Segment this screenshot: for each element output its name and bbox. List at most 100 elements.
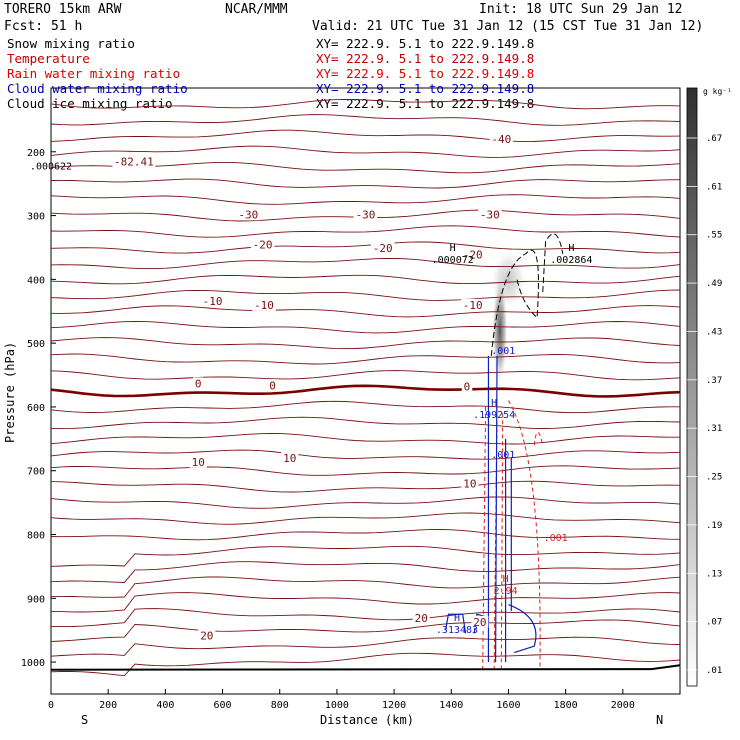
field-temperature-xy: XY= 222.9. 5.1 to 222.9.149.8 — [316, 51, 534, 66]
cloud-ice-contours — [490, 233, 564, 356]
temperature-label-bg — [281, 451, 299, 464]
extremum-value: .199254 — [473, 410, 515, 421]
temperature-isotherm — [50, 561, 681, 583]
temperature-isotherm — [50, 353, 681, 365]
temperature-label-bg — [460, 248, 485, 261]
temperature-label: 20 — [415, 612, 428, 625]
field-legend: Snow mixing ratio XY= 222.9. 5.1 to 222.… — [7, 36, 534, 111]
temperature-isotherm — [50, 178, 681, 189]
rain-contour — [533, 431, 544, 446]
temperature-isotherm — [50, 321, 681, 334]
y-tick-label: 1000 — [21, 658, 45, 669]
x-axis-label: Distance (km) — [320, 713, 414, 727]
temperature-label: -30 — [238, 208, 258, 221]
temperature-label-bg — [267, 379, 278, 392]
temperature-isotherm — [50, 225, 681, 238]
temperature-isotherm — [50, 114, 681, 126]
axes: 0 200 400 600 800 1000 1200 1400 1600 1800 2000200… — [21, 148, 635, 711]
temperature-isotherm — [50, 289, 681, 301]
freezing-level-line — [50, 384, 681, 398]
temperature-isotherm — [50, 241, 681, 254]
temperature-label: -82.41 — [114, 155, 154, 168]
x-tick-label: 1000 — [325, 700, 349, 711]
temperature-isotherm — [50, 194, 681, 205]
y-tick-label: 400 — [27, 275, 45, 286]
x-tick-label: 200 — [99, 700, 117, 711]
temperature-label-bg — [478, 208, 502, 221]
x-tick-label: 1800 — [554, 700, 578, 711]
extremum-value: .313483 — [436, 625, 478, 636]
x-tick-label: 600 — [214, 700, 232, 711]
contour-labels: -82.41 -40 -30 -30 -30 -20 -20 -20 -10 -10 -10 0 0 0 1… — [30, 133, 592, 642]
snow-shading-layer — [490, 249, 527, 386]
temperature-isotherm — [50, 400, 680, 414]
temperature-isotherm — [50, 257, 681, 270]
colorbar-label: .55 — [706, 231, 722, 241]
temperature-isotherm — [50, 592, 681, 613]
temperature-label: -10 — [254, 299, 274, 312]
colorbar-label: .67 — [706, 134, 722, 144]
colorbar-label: .37 — [706, 376, 722, 386]
temperature-isotherm — [50, 98, 681, 110]
temperature-isotherm — [50, 619, 681, 642]
temperature-label: 10 — [463, 477, 476, 490]
temperature-label: -20 — [373, 242, 393, 255]
cloud-ice-contour — [490, 249, 539, 356]
temperature-isotherm — [50, 545, 681, 567]
forecast-hour: Fcst: 51 h — [4, 19, 82, 34]
extremum-marker: H — [450, 243, 456, 254]
rain-contours — [482, 400, 544, 669]
temperature-isotherm — [50, 416, 681, 430]
temperature-isotherm — [51, 608, 681, 628]
plot-frame — [50, 87, 681, 695]
contour-value-label: .001 — [491, 346, 515, 357]
temperature-isotherm — [50, 129, 681, 143]
field-rain-xy: XY= 222.9. 5.1 to 222.9.149.8 — [316, 66, 534, 81]
cloud-ice-contour — [542, 233, 564, 293]
extremum-value: .002864 — [550, 255, 592, 266]
temperature-label: -30 — [356, 208, 376, 221]
temperature-isotherm — [50, 496, 681, 509]
temperature-isotherm — [50, 145, 681, 158]
snow-shading-upper — [490, 249, 527, 310]
colorbar-label: .25 — [706, 473, 722, 483]
field-snow-name: Snow mixing ratio — [7, 36, 135, 51]
rain-contour — [508, 400, 541, 669]
init-time: Init: 18 UTC Sun 29 Jan 12 — [479, 2, 683, 17]
temperature-isotherm — [50, 652, 681, 677]
x-tick-label: 1200 — [382, 700, 406, 711]
temperature-isotherm — [50, 529, 681, 541]
contour-value-label: .001 — [544, 533, 568, 544]
temperature-label: -40 — [491, 133, 511, 146]
temperature-label: 20 — [200, 629, 213, 642]
temperature-label-bg — [200, 295, 225, 308]
colorbar-label: .13 — [706, 569, 722, 579]
model-label: TORERO 15km ARW — [4, 2, 122, 17]
colorbar-ramp — [686, 87, 698, 687]
rain-contour — [500, 413, 504, 669]
valid-time: Valid: 21 UTC Tue 31 Jan 12 (15 CST Tue … — [312, 19, 703, 34]
field-cloudice-xy: XY= 222.9. 5.1 to 222.9.149.8 — [316, 96, 534, 111]
temperature-isotherm — [50, 305, 681, 318]
colorbar-label: .61 — [706, 182, 722, 192]
temperature-isotherm — [50, 370, 681, 381]
extremum-value: .000622 — [30, 161, 72, 172]
temperature-label: -30 — [480, 208, 500, 221]
temperature-contours — [50, 98, 681, 677]
field-snow-xy: XY= 222.9. 5.1 to 222.9.149.8 — [316, 36, 534, 51]
temperature-isotherm — [51, 576, 681, 598]
endpoint-south: S — [81, 713, 88, 727]
colorbar-label: .07 — [706, 618, 722, 628]
temperature-label-bg — [461, 380, 473, 393]
temperature-isotherm — [50, 480, 681, 493]
colorbar-label: .01 — [706, 666, 722, 676]
temperature-label-bg — [236, 208, 261, 221]
ground-surface-line — [50, 664, 681, 671]
y-axis-label: Pressure (hPa) — [3, 342, 17, 443]
org-label: NCAR/MMM — [225, 2, 288, 17]
extremum-marker: H — [568, 243, 574, 254]
x-tick-label: 400 — [156, 700, 174, 711]
temperature-label-bg — [412, 612, 430, 625]
contour-value-label: .001 — [491, 450, 515, 461]
